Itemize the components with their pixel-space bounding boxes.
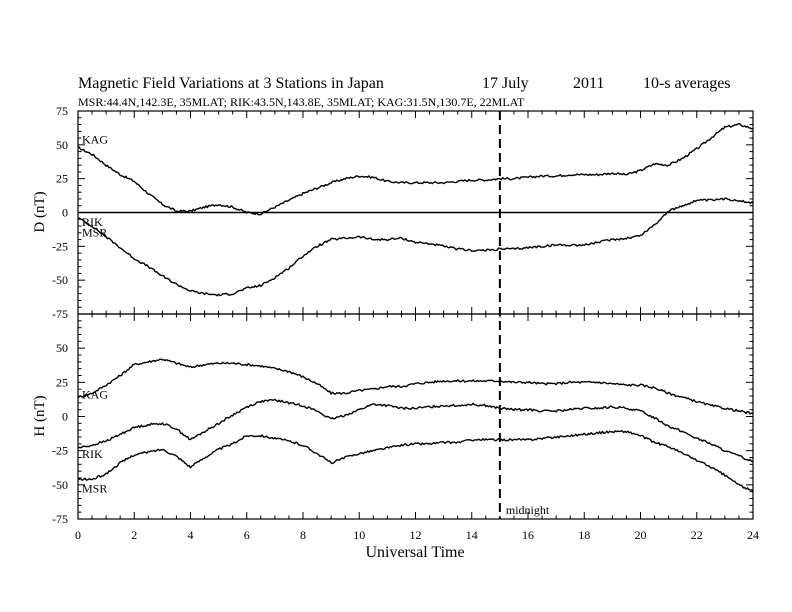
y-tick-label: 75 <box>56 104 68 118</box>
series-line-h-kag <box>77 358 754 415</box>
y-tick-label: -75 <box>52 307 68 321</box>
chart-averaging: 10-s averages <box>643 75 731 92</box>
x-tick-label: 18 <box>578 528 590 542</box>
y-tick-label: 50 <box>56 341 68 355</box>
series-line-d-rik <box>77 197 754 297</box>
d-label-msr: MSR <box>82 226 107 240</box>
h-label-rik: RIK <box>82 447 103 461</box>
x-tick-label: 12 <box>410 528 422 542</box>
x-tick-label: 6 <box>244 528 250 542</box>
x-tick-label: 10 <box>353 528 365 542</box>
y-tick-label: 0 <box>62 206 68 220</box>
d-axis-label: D (nT) <box>32 191 48 232</box>
series-line-h-rik <box>77 398 754 463</box>
x-tick-label: 8 <box>300 528 306 542</box>
h-label-kag: KAG <box>82 387 108 401</box>
y-tick-label: -50 <box>52 273 68 287</box>
y-tick-label: 25 <box>56 375 68 389</box>
d-label-kag: KAG <box>82 133 108 147</box>
chart-year: 2011 <box>573 75 604 92</box>
d-label-rik: RIK <box>82 215 103 229</box>
x-tick-label: 14 <box>466 528 478 542</box>
x-tick-label: 2 <box>131 528 137 542</box>
series-line-d-kag <box>77 122 754 216</box>
x-tick-label: 0 <box>75 528 81 542</box>
x-tick-label: 24 <box>747 528 759 542</box>
y-tick-label: 0 <box>62 410 68 424</box>
h-axis-label: H (nT) <box>32 395 48 436</box>
series-line-h-msr <box>77 430 754 493</box>
x-tick-label: 4 <box>188 528 194 542</box>
x-tick-label: 22 <box>691 528 703 542</box>
chart-date: 17 July <box>482 75 529 92</box>
station-coordinates: MSR:44.4N,142.3E, 35MLAT; RIK:43.5N,143.… <box>78 95 525 109</box>
chart-dynamic-layer: 0 2 4 6 8 10 12 14 16 18 20 22 247550250-25-50-75502… <box>52 104 759 542</box>
y-tick-label: -50 <box>52 478 68 492</box>
y-tick-label: -25 <box>52 239 68 253</box>
chart-title: Magnetic Field Variations at 3 Stations … <box>78 75 384 92</box>
y-tick-label: -75 <box>52 512 68 526</box>
y-tick-label: 25 <box>56 172 68 186</box>
midnight-label: midnight <box>506 503 550 517</box>
y-tick-label: 50 <box>56 138 68 152</box>
x-axis-label: Universal Time <box>365 544 464 561</box>
h-label-msr: MSR <box>82 481 107 495</box>
x-tick-label: 16 <box>522 528 534 542</box>
x-tick-label: 20 <box>635 528 647 542</box>
y-tick-label: -25 <box>52 444 68 458</box>
